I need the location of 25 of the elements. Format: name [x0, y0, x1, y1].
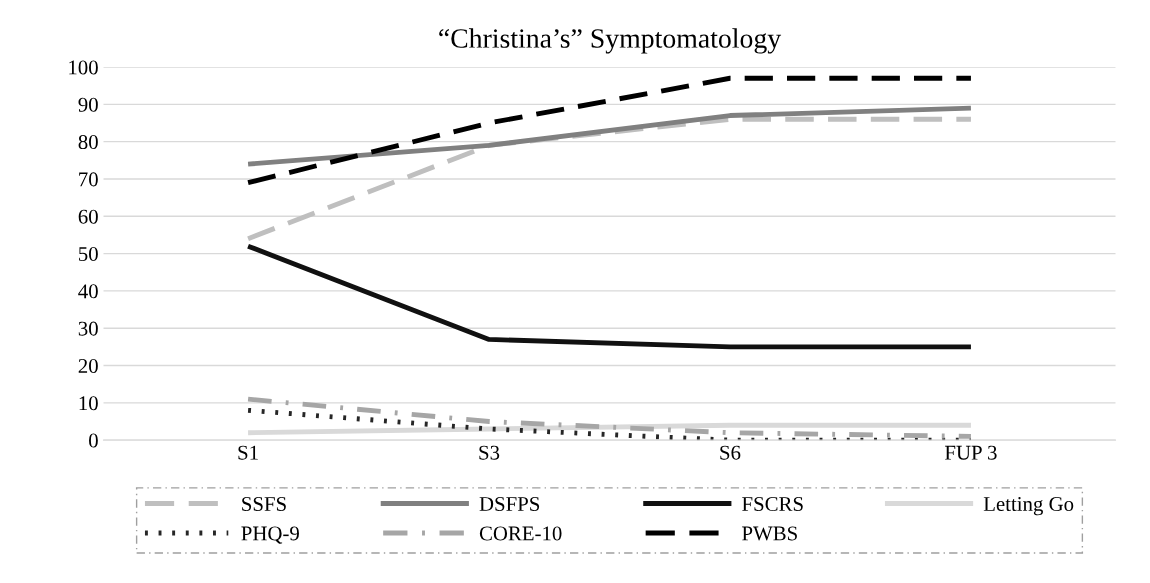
y-tick-label: 60: [78, 209, 98, 224]
y-tick-label: 80: [78, 135, 98, 150]
x-tick-label: S3: [479, 445, 500, 460]
legend-label: SSFS: [242, 497, 286, 512]
line-series: [245, 396, 974, 439]
y-tick-label: 0: [89, 433, 98, 448]
y-tick-label: 90: [78, 97, 98, 112]
chart-title: “Christina’s” Symptomatology: [439, 28, 782, 54]
y-tick-label: 70: [79, 172, 98, 187]
y-tick-label: 40: [78, 284, 98, 299]
x-tick-label: S1: [238, 445, 258, 460]
y-tick-label: 50: [79, 246, 98, 262]
y-tick-label: 30: [78, 321, 98, 336]
legend-label: FSCRS: [742, 497, 803, 512]
x-tick-label: FUP 3: [945, 445, 997, 460]
y-tick-label: 20: [78, 358, 98, 373]
legend-label: PHQ-9: [241, 526, 299, 544]
legend-label: CORE-10: [479, 526, 562, 541]
legend-label: DSFPS: [479, 497, 540, 512]
legend-label: Letting Go: [983, 497, 1074, 516]
line-series: [245, 105, 974, 167]
y-tick-label: 100: [69, 60, 98, 75]
y-tick-label: 10: [79, 396, 98, 411]
legend-label: PWBS: [742, 526, 797, 541]
x-tick-label: S6: [720, 445, 741, 460]
